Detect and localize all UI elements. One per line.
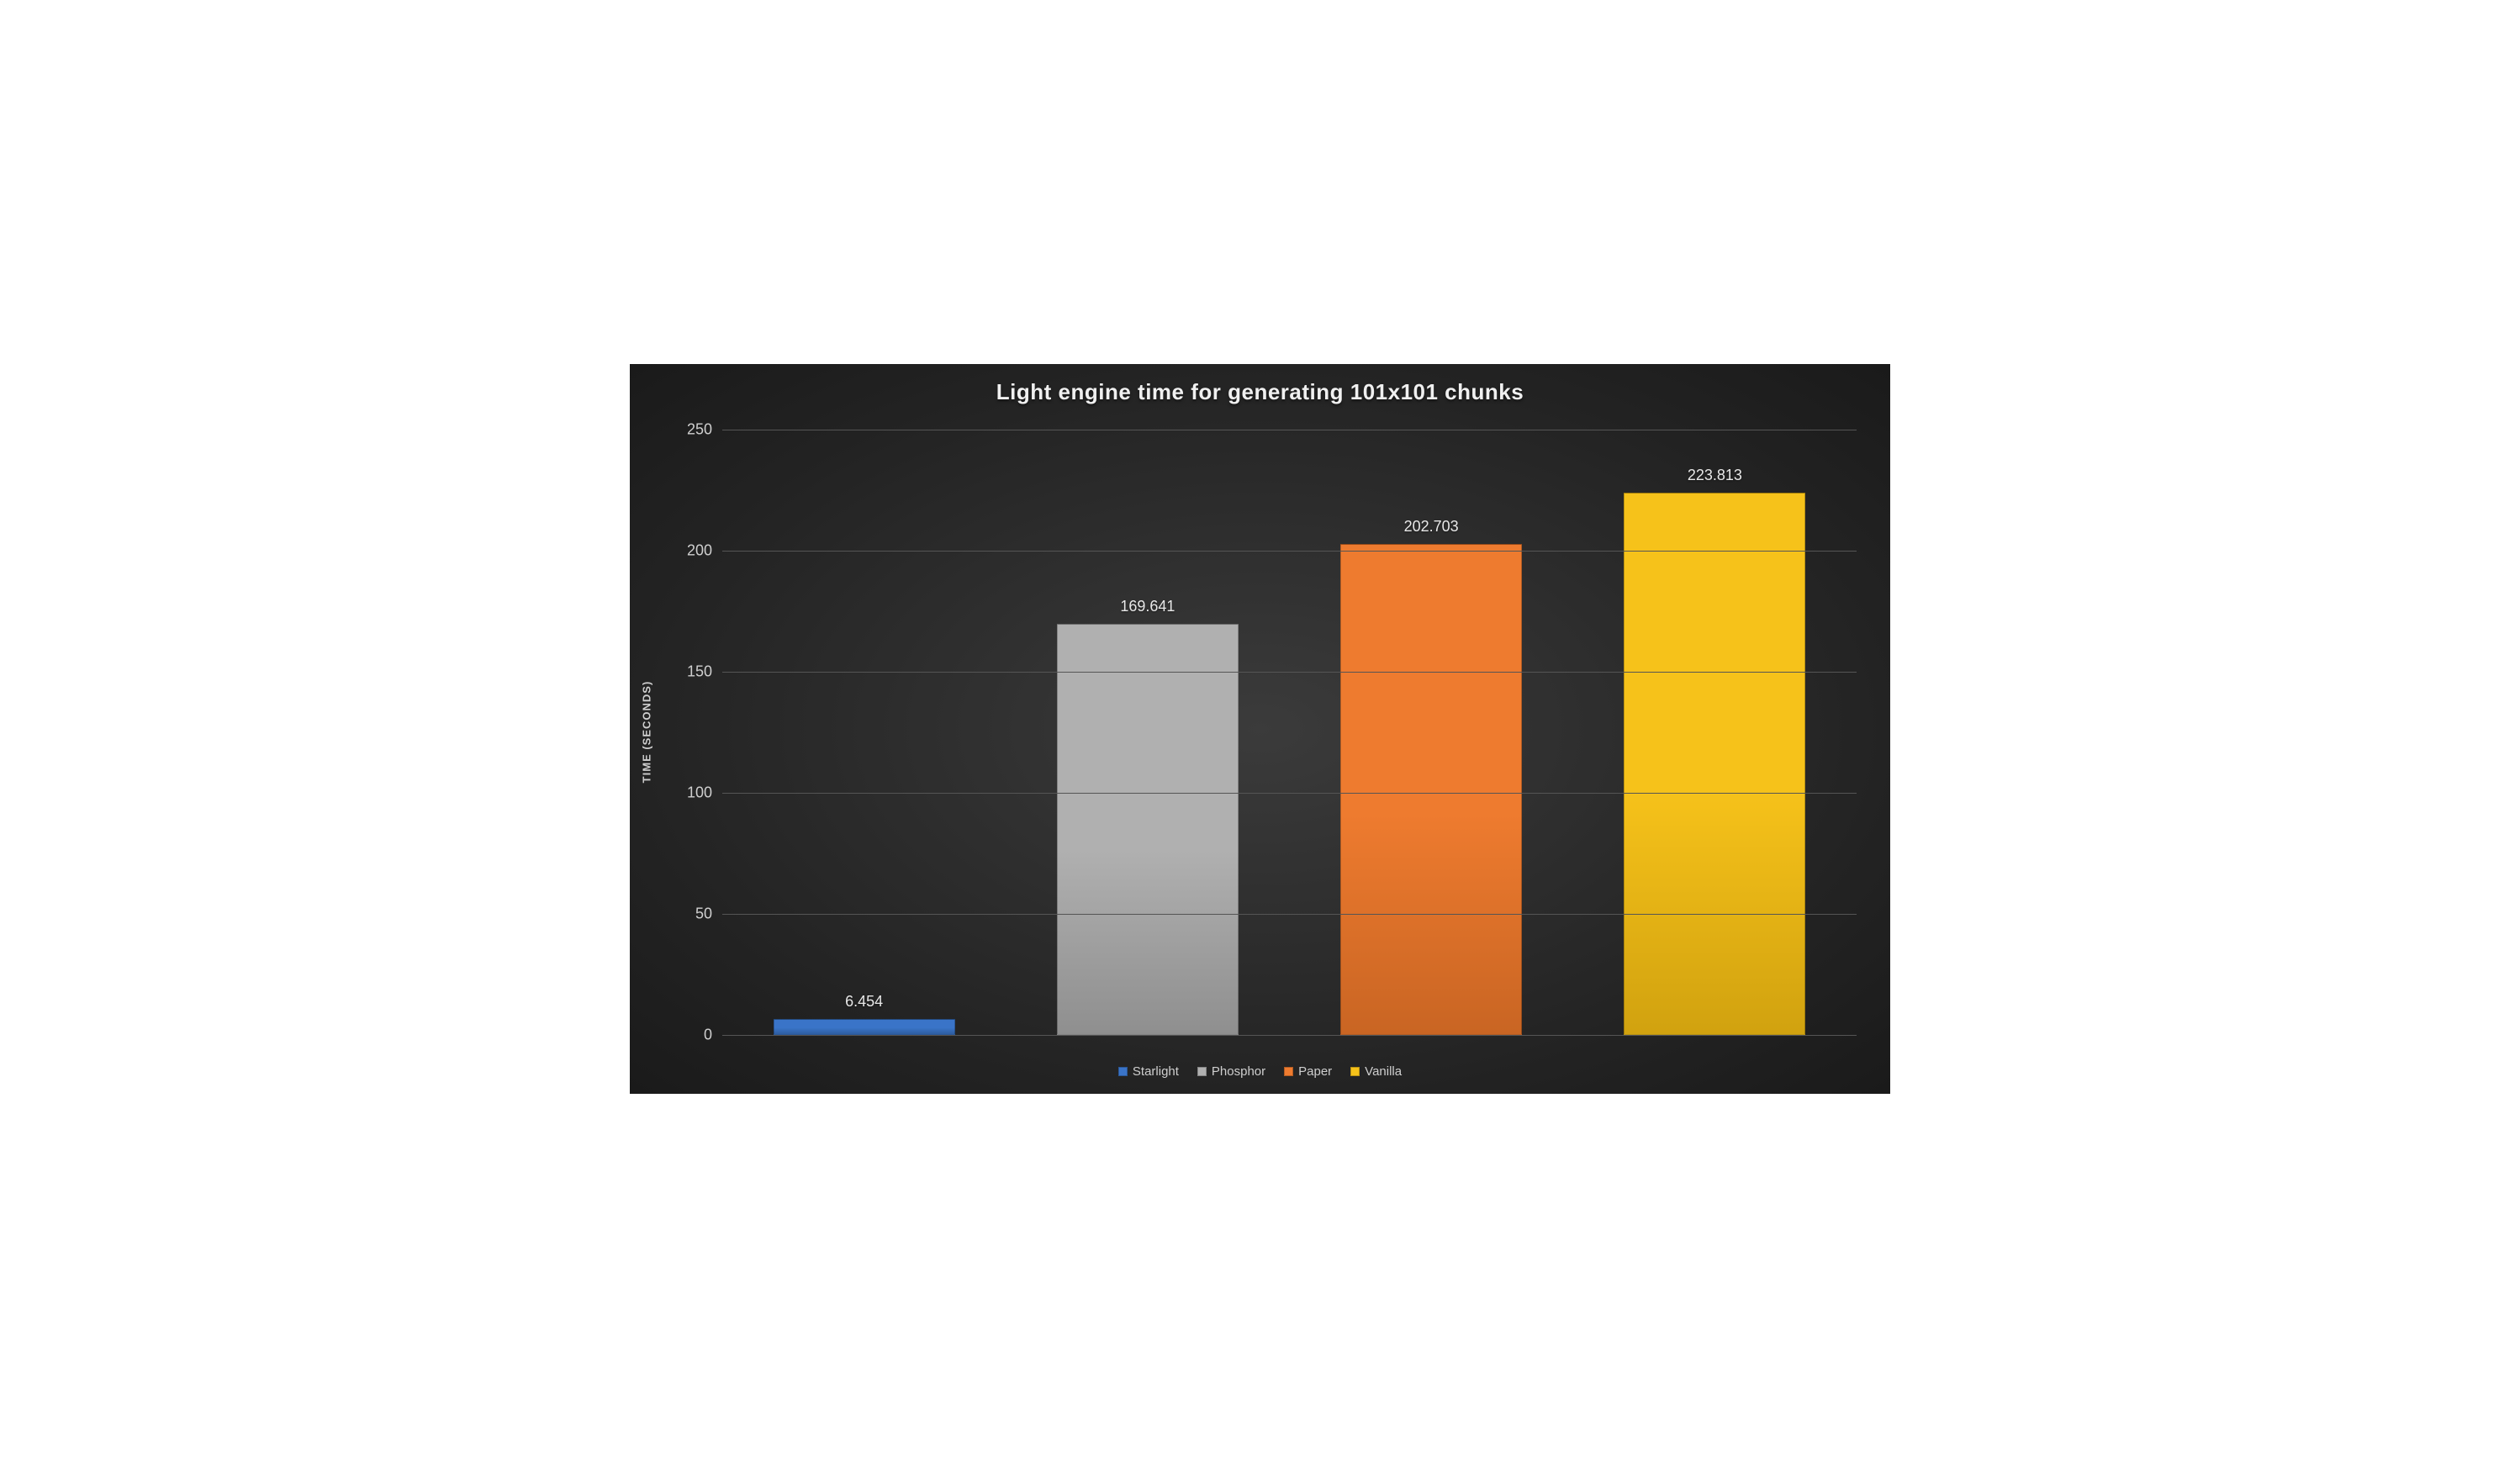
- legend-label: Phosphor: [1212, 1064, 1265, 1079]
- legend-label: Paper: [1298, 1064, 1332, 1079]
- gridline: [722, 914, 1857, 915]
- legend-swatch: [1284, 1067, 1293, 1076]
- chart-title: Light engine time for generating 101x101…: [630, 379, 1890, 405]
- legend-label: Vanilla: [1365, 1064, 1402, 1079]
- y-tick-label: 200: [635, 541, 712, 559]
- gridline: [722, 1035, 1857, 1036]
- bar-vanilla: [1624, 493, 1805, 1035]
- gridline: [722, 672, 1857, 673]
- bar-slot: 223.813: [1573, 430, 1857, 1035]
- plot-area: 6.454169.641202.703223.813 0501001502002…: [722, 430, 1857, 1035]
- y-tick-label: 0: [635, 1026, 712, 1043]
- y-axis-label: TIME (SECONDS): [641, 429, 653, 1034]
- legend-item-starlight: Starlight: [1118, 1064, 1179, 1079]
- bar-value-label: 169.641: [1120, 598, 1175, 615]
- bar-slot: 6.454: [722, 430, 1006, 1035]
- bar-value-label: 223.813: [1688, 467, 1742, 484]
- legend-swatch: [1118, 1067, 1128, 1076]
- y-tick-label: 150: [635, 663, 712, 680]
- bar-starlight: [774, 1019, 955, 1035]
- legend-label: Starlight: [1133, 1064, 1179, 1079]
- bars-row: 6.454 169.641 202.703 223.813: [722, 430, 1857, 1035]
- bar-slot: 202.703: [1290, 430, 1573, 1035]
- bar-value-label: 6.454: [845, 993, 883, 1011]
- legend-item-vanilla: Vanilla: [1350, 1064, 1402, 1079]
- gridline: [722, 551, 1857, 552]
- legend-swatch: [1350, 1067, 1360, 1076]
- legend-item-phosphor: Phosphor: [1197, 1064, 1265, 1079]
- legend-item-paper: Paper: [1284, 1064, 1332, 1079]
- chart-container: Light engine time for generating 101x101…: [630, 364, 1890, 1094]
- y-tick-label: 50: [635, 905, 712, 922]
- bar-paper: [1340, 544, 1522, 1035]
- bar-value-label: 202.703: [1404, 518, 1459, 536]
- legend-swatch: [1197, 1067, 1207, 1076]
- y-tick-label: 250: [635, 420, 712, 438]
- y-tick-label: 100: [635, 784, 712, 801]
- bar-phosphor: [1057, 624, 1239, 1035]
- legend: Starlight Phosphor Paper Vanilla: [630, 1064, 1890, 1079]
- gridline: [722, 793, 1857, 794]
- bar-slot: 169.641: [1006, 430, 1289, 1035]
